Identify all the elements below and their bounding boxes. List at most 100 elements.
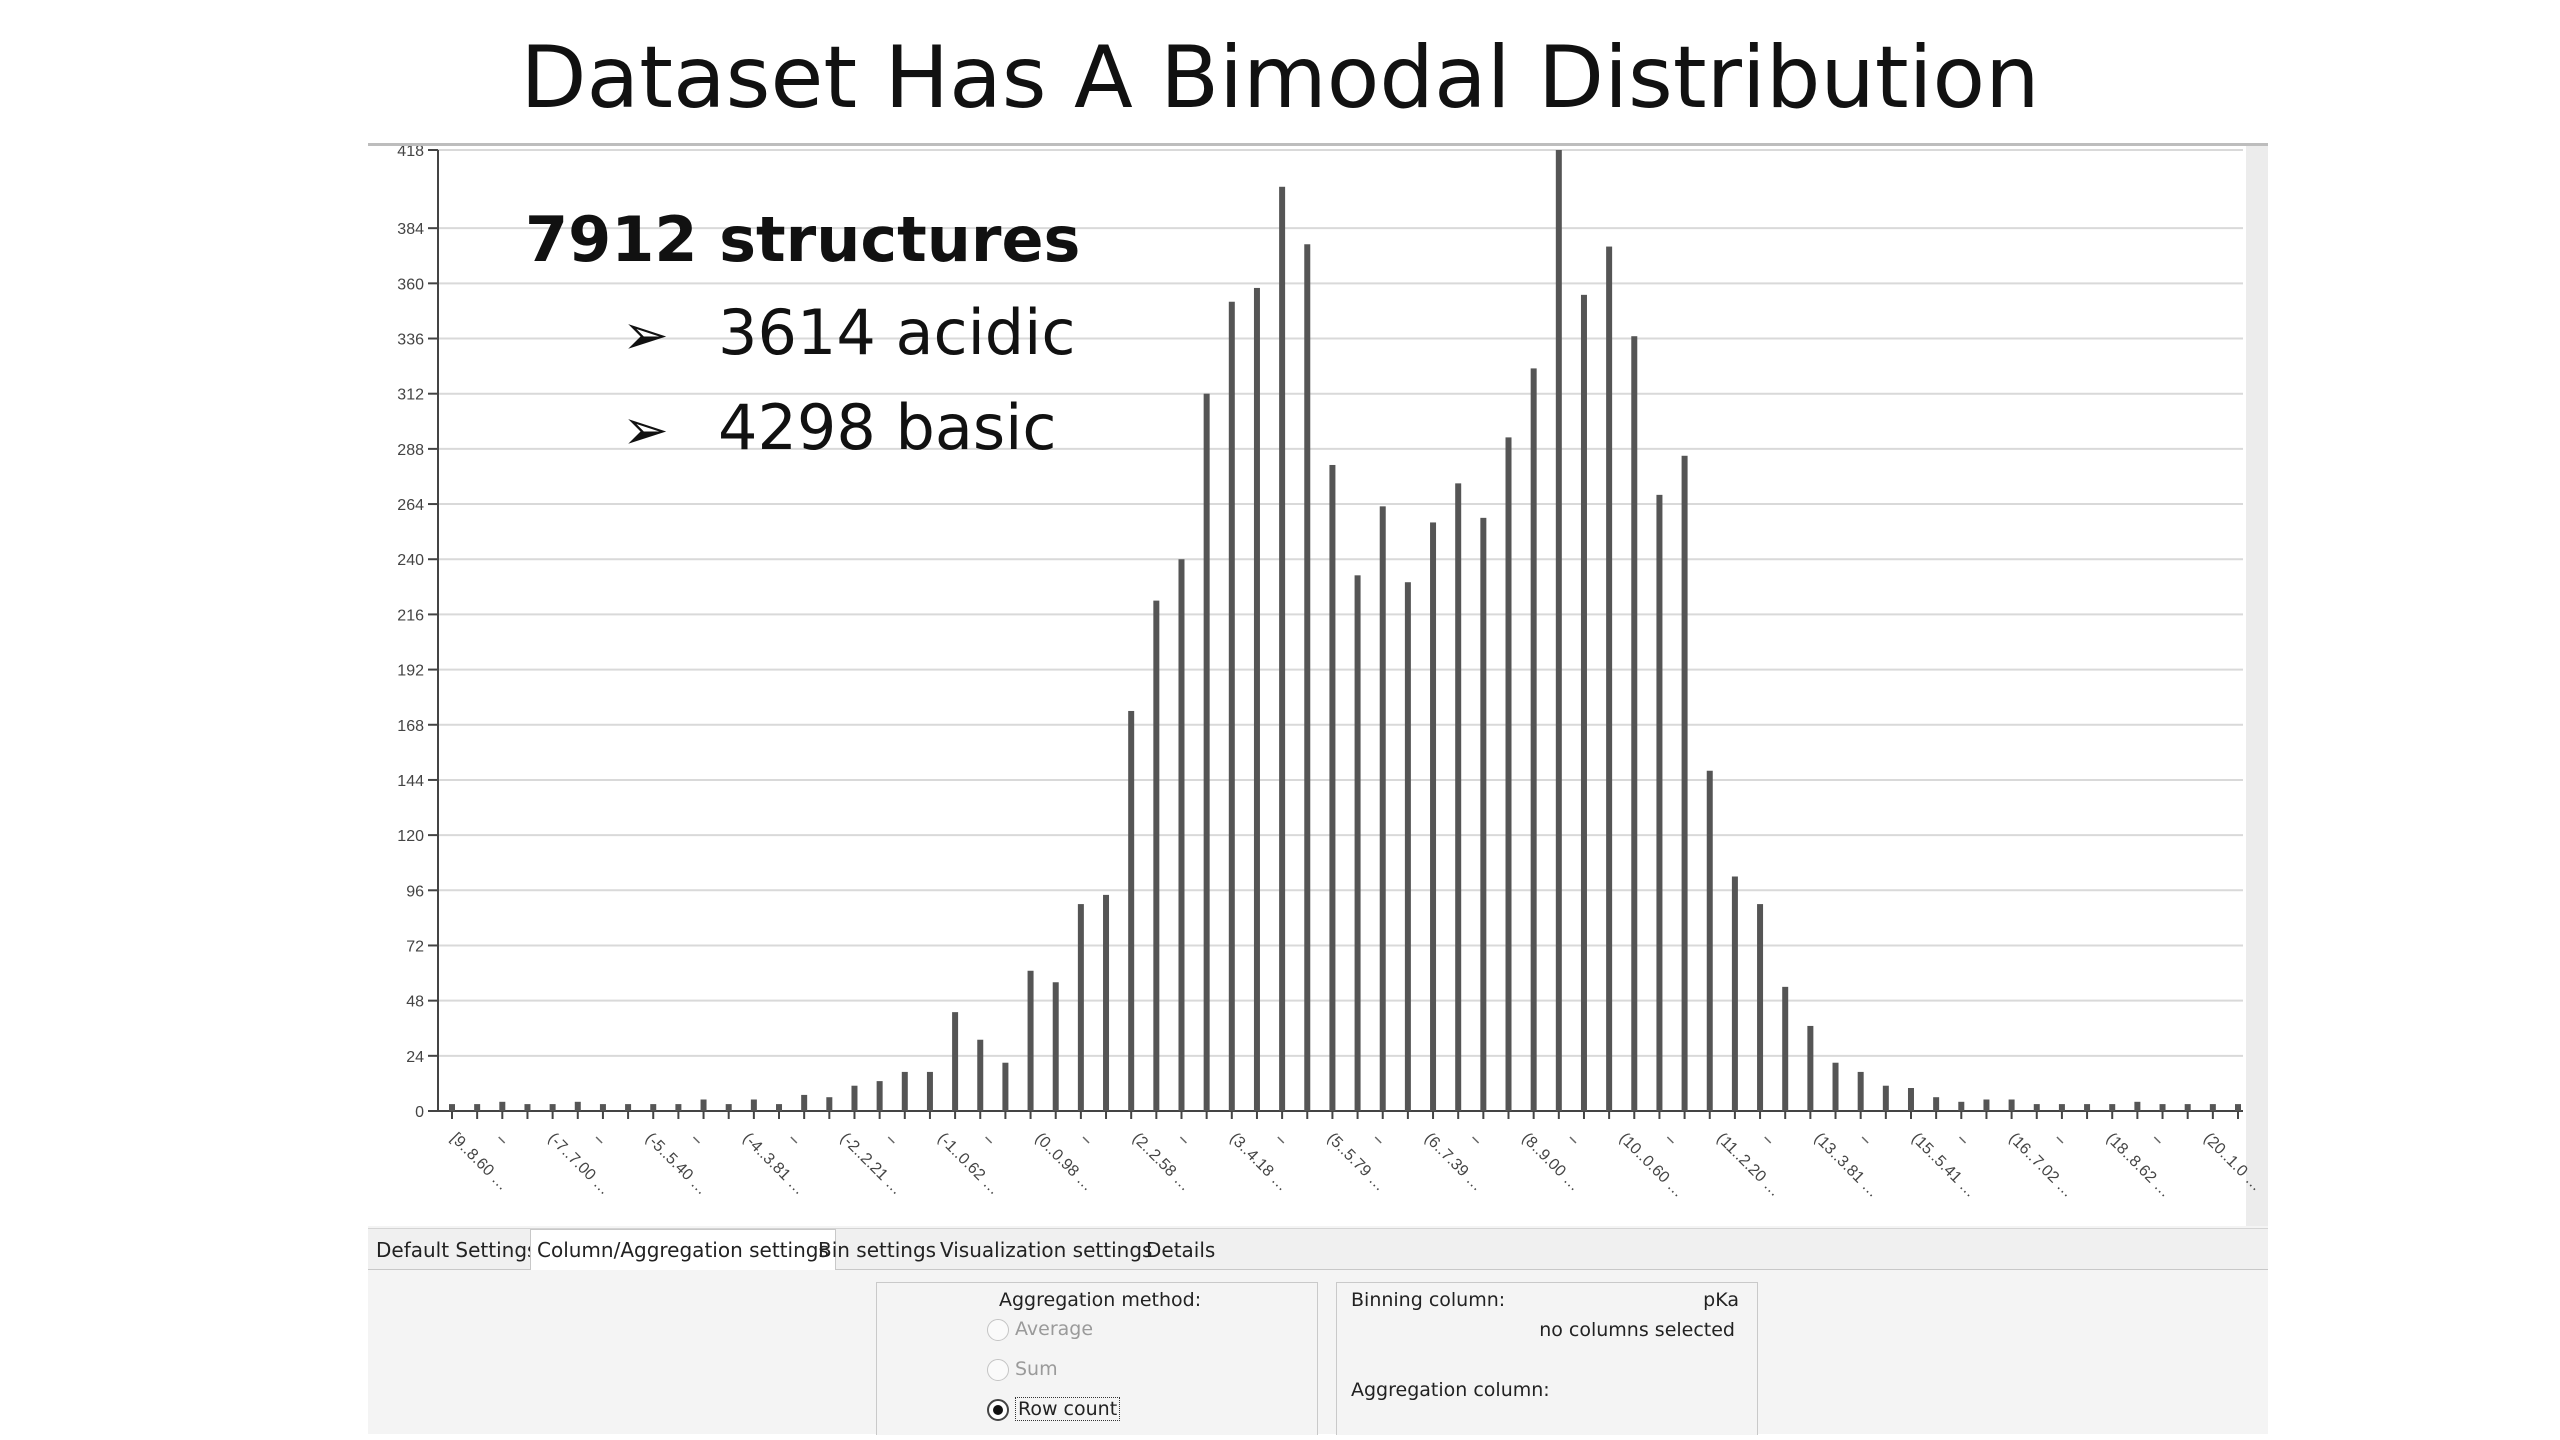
- histogram-bar: [524, 1104, 531, 1111]
- structure-count-heading: 7912 structures: [525, 203, 1081, 276]
- histogram-bar: [826, 1097, 833, 1111]
- histogram-bar: [876, 1081, 883, 1111]
- y-tick-label: 240: [397, 552, 424, 569]
- histogram-bar: [1983, 1099, 1990, 1111]
- y-tick-label: 24: [406, 1049, 424, 1066]
- histogram-bar: [977, 1039, 984, 1111]
- aggregation-column-label: Aggregation column:: [1351, 1379, 1550, 1401]
- histogram-bar: [1555, 150, 1562, 1111]
- binning-column-value[interactable]: pKa: [1703, 1289, 1739, 1311]
- histogram-bar: [952, 1012, 959, 1111]
- histogram-view-panel: 0 24 48 72 96 120 144 168 192 216 240 264 288 312 336 3…: [368, 143, 2268, 1435]
- histogram-bar: [650, 1104, 657, 1111]
- histogram-bar: [1203, 393, 1210, 1111]
- histogram-bar: [1958, 1101, 1965, 1111]
- histogram-bar: [1580, 294, 1587, 1111]
- histogram-bar: [2109, 1104, 2116, 1111]
- x-tick-ellipsis-mark: [2056, 1136, 2064, 1144]
- histogram-bar: [2184, 1104, 2191, 1111]
- x-tick-ellipsis-mark: [1277, 1136, 1285, 1144]
- x-tick-ellipsis-mark: [1374, 1136, 1382, 1144]
- radio-row-count-circle[interactable]: [987, 1398, 1009, 1421]
- radio-row-count-label: Row count: [1015, 1397, 1121, 1421]
- histogram-bar: [1002, 1062, 1009, 1111]
- histogram-bar: [725, 1104, 732, 1111]
- histogram-bar: [1656, 494, 1663, 1111]
- x-tick-label: (-1..0.62 …: [934, 1130, 1003, 1199]
- histogram-bar: [675, 1104, 682, 1111]
- x-tick-ellipsis-mark: [595, 1136, 603, 1144]
- y-tick-label: 96: [406, 883, 424, 900]
- radio-average-label: Average: [1015, 1318, 1094, 1340]
- histogram-bar: [1480, 517, 1487, 1111]
- histogram-bar: [2159, 1104, 2166, 1111]
- x-tick-label: (11..2.20 …: [1713, 1130, 1783, 1200]
- histogram-bar: [1228, 301, 1235, 1112]
- y-tick-label: 168: [397, 718, 424, 735]
- tab-bin-settings[interactable]: Bin settings: [818, 1238, 937, 1262]
- binning-column-note: no columns selected: [1539, 1319, 1735, 1341]
- radio-sum[interactable]: Sum: [987, 1355, 1058, 1383]
- x-tick-label: (15..5.41 …: [1908, 1130, 1979, 1201]
- histogram-bar: [1178, 559, 1185, 1111]
- histogram-bar: [1304, 244, 1311, 1112]
- histogram-bar: [1404, 582, 1411, 1111]
- x-tick-label: (-5..5.40 …: [642, 1130, 711, 1199]
- histogram-bar: [2235, 1104, 2241, 1111]
- y-tick-label: 288: [397, 442, 424, 459]
- histogram-bar: [1329, 464, 1336, 1112]
- x-tick-label: (-7..7.00 …: [545, 1130, 614, 1199]
- histogram-bar: [549, 1104, 556, 1111]
- radio-average-circle[interactable]: [987, 1318, 1009, 1341]
- histogram-bar: [1103, 894, 1110, 1111]
- histogram-bar: [2084, 1104, 2091, 1111]
- radio-average[interactable]: Average: [987, 1315, 1093, 1343]
- histogram-bar: [1455, 483, 1462, 1112]
- y-tick-label: 144: [397, 773, 424, 790]
- x-tick-label: (-2..2.21 …: [837, 1130, 906, 1199]
- histogram-bar: [2033, 1104, 2040, 1111]
- x-tick-label: (16..7.02 …: [2005, 1130, 2076, 1201]
- tab-column-aggregation-settings[interactable]: Column/Aggregation settings: [530, 1229, 836, 1270]
- histogram-bar: [1128, 710, 1135, 1111]
- x-tick-ellipsis-mark: [1958, 1136, 1967, 1144]
- x-tick-ellipsis-mark: [1666, 1136, 1674, 1144]
- histogram-bar: [1807, 1025, 1814, 1111]
- y-tick-label: 192: [397, 663, 424, 680]
- histogram-bar: [1757, 904, 1764, 1111]
- x-tick-ellipsis-mark: [2153, 1136, 2161, 1144]
- slide-title: Dataset Has A Bimodal Distribution: [520, 28, 2040, 128]
- tab-default-settings[interactable]: Default Settings: [376, 1238, 538, 1262]
- y-tick-label: 0: [415, 1104, 424, 1121]
- y-tick-label: 120: [397, 828, 424, 845]
- x-tick-ellipsis-mark: [985, 1136, 993, 1144]
- radio-sum-circle[interactable]: [987, 1358, 1009, 1381]
- acidic-count-bullet: ➢ 3614 acidic: [622, 296, 1075, 369]
- x-tick-label: (18..8.62 …: [2103, 1130, 2174, 1201]
- histogram-bar: [1731, 876, 1738, 1111]
- tab-details[interactable]: Details: [1146, 1238, 1216, 1262]
- arrow-bullet-icon: ➢: [622, 303, 669, 368]
- basic-count-label: 4298 basic: [718, 391, 1057, 464]
- binning-column-label: Binning column:: [1351, 1289, 1506, 1311]
- y-tick-label: 418: [397, 146, 424, 160]
- histogram-bar: [1832, 1062, 1839, 1111]
- histogram-bar: [926, 1071, 933, 1111]
- binning-column-group: Binning column: pKa no columns selected …: [1336, 1282, 1758, 1435]
- x-tick-ellipsis-mark: [790, 1136, 798, 1144]
- histogram-bar: [750, 1099, 757, 1111]
- histogram-bar: [2008, 1099, 2015, 1111]
- radio-row-count[interactable]: Row count: [987, 1395, 1121, 1423]
- histogram-bar: [2134, 1101, 2141, 1111]
- histogram-bar: [574, 1101, 581, 1111]
- histogram-bar: [901, 1071, 908, 1111]
- x-tick-label: (-4..3.81 …: [739, 1130, 808, 1199]
- histogram-bar: [1505, 437, 1512, 1111]
- histogram-bar: [474, 1104, 481, 1111]
- x-tick-ellipsis-mark: [1472, 1136, 1480, 1144]
- histogram-bar: [1430, 522, 1437, 1111]
- tab-visualization-settings[interactable]: Visualization settings: [940, 1238, 1153, 1262]
- histogram-bar: [1857, 1071, 1864, 1111]
- histogram-chart: 0 24 48 72 96 120 144 168 192 216 240 264 288 312 336 3…: [368, 146, 2268, 1226]
- histogram-bar: [1782, 986, 1789, 1111]
